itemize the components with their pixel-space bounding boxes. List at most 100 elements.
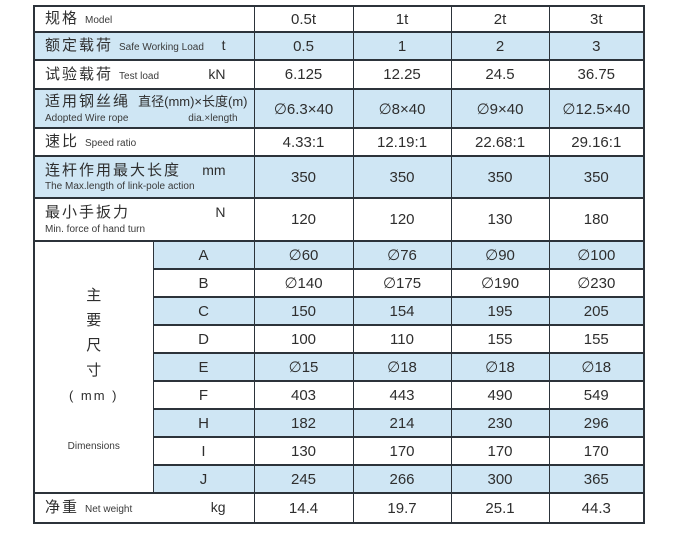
spec-label-unit: mm <box>202 161 226 178</box>
spec-label-zh: 最小手扳力 <box>45 204 131 222</box>
value-cell: 29.16:1 <box>548 127 645 157</box>
value-cell: ∅18 <box>450 352 550 382</box>
dimension-row: B ∅140 ∅175 ∅190 ∅230 <box>34 268 645 298</box>
spec-label-line1: 额定载荷 Safe Working Load t <box>45 36 253 56</box>
value-cell: 266 <box>352 464 452 494</box>
spec-label-zh: 适用钢丝绳 <box>45 93 131 111</box>
model-label: 规格 Model <box>33 5 255 33</box>
value-cell: ∅6.3×40 <box>253 88 354 129</box>
spec-label-en: Min. force of hand turn <box>45 223 146 235</box>
value-cell: 2t <box>450 5 550 33</box>
value-cell: 214 <box>352 408 452 438</box>
dimension-row: E ∅15 ∅18 ∅18 ∅18 <box>34 352 645 382</box>
spec-label-line1: 试验载荷 Test load kN <box>45 65 253 85</box>
value-cell: 195 <box>450 296 550 326</box>
value-cell: ∅100 <box>548 240 645 270</box>
value-cell: 170 <box>450 436 550 466</box>
value-cell: 2 <box>450 31 550 61</box>
dimension-letter: B <box>152 268 255 298</box>
value-cell: ∅8×40 <box>352 88 452 129</box>
value-cell: ∅9×40 <box>450 88 550 129</box>
value-cell: 25.1 <box>450 492 550 524</box>
spec-label-zh: 速比 <box>45 133 80 151</box>
value-cell: 100 <box>253 324 354 354</box>
value-cell: 205 <box>548 296 645 326</box>
value-cell: 350 <box>450 155 550 199</box>
dimension-letter: A <box>152 240 255 270</box>
dimension-letter: J <box>152 464 255 494</box>
dimension-letter: H <box>152 408 255 438</box>
spec-label-en: The Max.length of link-pole action <box>45 181 195 193</box>
value-cell: 12.19:1 <box>352 127 452 157</box>
value-cell: ∅175 <box>352 268 452 298</box>
value-cell: 22.68:1 <box>450 127 550 157</box>
value-cell: 12.25 <box>352 59 452 90</box>
net-weight-row: 净重 Net weight kg 14.4 19.7 25.1 44.3 <box>33 492 645 524</box>
spec-label-line1: 最小手扳力 N <box>45 203 253 223</box>
value-cell: 180 <box>548 197 645 242</box>
dimensions-zh-char: 尺 <box>86 336 102 354</box>
value-cell: ∅90 <box>450 240 550 270</box>
dimensions-unit: ( mm ) <box>68 387 119 403</box>
value-cell: ∅18 <box>548 352 645 382</box>
spec-label-line2: Adopted Wire rope dia.×length <box>45 112 253 125</box>
value-cell: 230 <box>450 408 550 438</box>
dimension-letter: D <box>152 324 255 354</box>
net-weight-label: 净重 Net weight kg <box>33 492 255 524</box>
spec-label-line1: 适用钢丝绳 直径(mm)×长度(m) <box>45 92 253 112</box>
net-weight-label-zh: 净重 <box>45 499 80 517</box>
value-cell: 6.125 <box>253 59 354 90</box>
net-weight-label-en: Net weight <box>85 504 133 516</box>
value-cell: 170 <box>548 436 645 466</box>
value-cell: 245 <box>253 464 354 494</box>
spec-row: 适用钢丝绳 直径(mm)×长度(m) Adopted Wire rope dia.×l… <box>33 88 645 129</box>
dimensions-label: 主要尺寸 ( mm ) Dimensions <box>33 240 154 494</box>
dimension-row: I 130 170 170 170 <box>34 436 645 466</box>
value-cell: ∅15 <box>253 352 354 382</box>
spec-label-unit: t <box>221 37 226 54</box>
spec-row: 最小手扳力 N Min. force of hand turn 120 120 130 18… <box>33 197 645 242</box>
value-cell: 549 <box>548 380 645 410</box>
value-cell: ∅230 <box>548 268 645 298</box>
spec-label-zh2: 直径(mm)×长度(m) <box>138 94 248 110</box>
value-cell: 44.3 <box>548 492 645 524</box>
spec-label-en: Speed ratio <box>85 138 137 150</box>
value-cell: 110 <box>352 324 452 354</box>
value-cell: 350 <box>352 155 452 199</box>
value-cell: 296 <box>548 408 645 438</box>
value-cell: 4.33:1 <box>253 127 354 157</box>
model-label-en: Model <box>85 15 113 27</box>
dimensions-zh-char: 主 <box>86 286 102 304</box>
value-cell: 0.5 <box>253 31 354 61</box>
value-cell: 155 <box>450 324 550 354</box>
dimension-row: H 182 214 230 296 <box>34 408 645 438</box>
value-cell: ∅190 <box>450 268 550 298</box>
net-weight-label-unit: kg <box>210 499 226 516</box>
spec-row: 连杆作用最大长度 mm The Max.length of link-pole ac… <box>33 155 645 199</box>
value-cell: 19.7 <box>352 492 452 524</box>
dimensions-label-stack: 主要尺寸 ( mm ) Dimensions <box>35 283 152 452</box>
spec-label: 额定载荷 Safe Working Load t <box>33 31 255 61</box>
model-label-zh: 规格 <box>45 10 80 28</box>
dimension-letter: C <box>152 296 255 326</box>
spec-label: 最小手扳力 N Min. force of hand turn <box>33 197 255 242</box>
dimension-row: D 100 110 155 155 <box>34 324 645 354</box>
spec-label: 试验载荷 Test load kN <box>33 59 255 90</box>
value-cell: 14.4 <box>253 492 354 524</box>
spec-label-en: Test load <box>119 70 160 82</box>
value-cell: ∅60 <box>253 240 354 270</box>
value-cell: ∅12.5×40 <box>548 88 645 129</box>
value-cell: 0.5t <box>253 5 354 33</box>
value-cell: 182 <box>253 408 354 438</box>
value-cell: 490 <box>450 380 550 410</box>
value-cell: 350 <box>548 155 645 199</box>
value-cell: 3 <box>548 31 645 61</box>
value-cell: 154 <box>352 296 452 326</box>
value-cell: 120 <box>352 197 452 242</box>
dimensions-zh-char: 要 <box>86 311 102 329</box>
spec-label-en: Adopted Wire rope <box>45 112 129 124</box>
value-cell: 1 <box>352 31 452 61</box>
value-cell: ∅76 <box>352 240 452 270</box>
spec-label-line2: The Max.length of link-pole action <box>45 180 253 193</box>
spec-label-zh: 连杆作用最大长度 <box>45 161 182 179</box>
